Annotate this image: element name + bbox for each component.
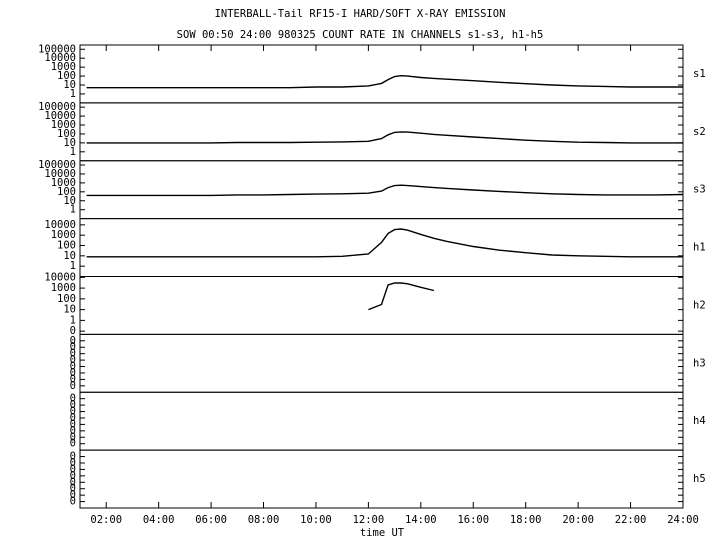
- y-tick-label: 10000: [44, 168, 76, 180]
- y-tick-label: 1: [70, 314, 76, 326]
- y-tick-label: 100: [57, 240, 76, 252]
- series-label: h5: [693, 473, 706, 485]
- y-tick-label: 0: [70, 451, 76, 463]
- y-tick-label: 10: [63, 79, 76, 91]
- y-tick-label: 0: [70, 406, 76, 418]
- y-tick-label: 0: [70, 463, 76, 475]
- x-tick-label: 12:00: [353, 514, 385, 526]
- x-tick-label: 22:00: [615, 514, 647, 526]
- y-tick-label: 0: [70, 354, 76, 366]
- panel-frame: [79, 449, 684, 509]
- data-line: [86, 131, 683, 144]
- y-tick-label: 0: [70, 373, 76, 385]
- x-tick-label: 14:00: [405, 514, 437, 526]
- y-tick-label: 1000: [51, 61, 76, 73]
- y-tick-label: 0: [70, 483, 76, 495]
- y-tick-label: 10: [63, 304, 76, 316]
- y-tick-label: 0: [70, 412, 76, 424]
- y-tick-label: 10000: [44, 110, 76, 122]
- y-tick-label: 0: [70, 325, 76, 337]
- y-tick-label: 1000: [51, 229, 76, 241]
- y-tick-label: 0: [70, 489, 76, 501]
- y-tick-label: 100: [57, 186, 76, 198]
- x-tick-label: 20:00: [562, 514, 594, 526]
- y-tick-label: 100000: [38, 159, 76, 171]
- y-tick-label: 0: [70, 399, 76, 411]
- data-line: [86, 228, 683, 258]
- y-tick-label: 0: [70, 438, 76, 450]
- x-tick-label: 10:00: [300, 514, 332, 526]
- y-tick-label: 10000: [44, 271, 76, 283]
- x-tick-label: 08:00: [248, 514, 280, 526]
- series-label: s2: [693, 126, 706, 138]
- y-tick-label: 0: [70, 425, 76, 437]
- data-line: [368, 282, 435, 311]
- series-label: h4: [693, 415, 706, 427]
- series-label: h3: [693, 357, 706, 369]
- series-label: h2: [693, 299, 706, 311]
- chart-title: INTERBALL-Tail RF15-I HARD/SOFT X-RAY EM…: [215, 8, 506, 20]
- y-tick-label: 0: [70, 348, 76, 360]
- chart-subtitle: SOW 00:50 24:00 980325 COUNT RATE IN CHA…: [177, 29, 544, 41]
- y-tick-label: 100000: [38, 43, 76, 55]
- y-tick-label: 0: [70, 367, 76, 379]
- y-tick-label: 0: [70, 380, 76, 392]
- y-tick-label: 1000: [51, 177, 76, 189]
- y-tick-label: 1: [70, 260, 76, 272]
- x-tick-label: 16:00: [457, 514, 489, 526]
- y-tick-label: 0: [70, 457, 76, 469]
- y-tick-label: 1000: [51, 119, 76, 131]
- x-axis-label: time UT: [360, 527, 405, 539]
- x-tick-label: 06:00: [195, 514, 227, 526]
- y-tick-label: 10: [63, 137, 76, 149]
- y-tick-label: 100: [57, 293, 76, 305]
- series-label: h1: [693, 242, 706, 254]
- y-tick-label: 10000: [44, 219, 76, 231]
- y-tick-label: 100: [57, 128, 76, 140]
- data-line: [86, 74, 683, 89]
- x-tick-label: 24:00: [667, 514, 699, 526]
- y-tick-label: 0: [70, 476, 76, 488]
- y-tick-label: 0: [70, 341, 76, 353]
- y-tick-label: 0: [70, 496, 76, 508]
- x-tick-label: 04:00: [143, 514, 175, 526]
- y-tick-label: 0: [70, 418, 76, 430]
- y-tick-label: 100000: [38, 101, 76, 113]
- x-tick-label: 02:00: [90, 514, 122, 526]
- y-tick-label: 1: [70, 204, 76, 216]
- y-tick-label: 0: [70, 335, 76, 347]
- y-tick-label: 10: [63, 195, 76, 207]
- y-tick-label: 0: [70, 361, 76, 373]
- y-tick-label: 1: [70, 146, 76, 158]
- y-tick-label: 1: [70, 88, 76, 100]
- x-tick-label: 18:00: [510, 514, 542, 526]
- y-tick-label: 1000: [51, 282, 76, 294]
- y-tick-label: 100: [57, 70, 76, 82]
- y-tick-label: 0: [70, 393, 76, 405]
- y-tick-label: 0: [70, 431, 76, 443]
- y-tick-label: 10000: [44, 52, 76, 64]
- series-label: s3: [693, 184, 706, 196]
- data-line: [86, 184, 684, 197]
- y-tick-label: 10: [63, 250, 76, 262]
- y-tick-label: 0: [70, 470, 76, 482]
- series-label: s1: [693, 68, 706, 80]
